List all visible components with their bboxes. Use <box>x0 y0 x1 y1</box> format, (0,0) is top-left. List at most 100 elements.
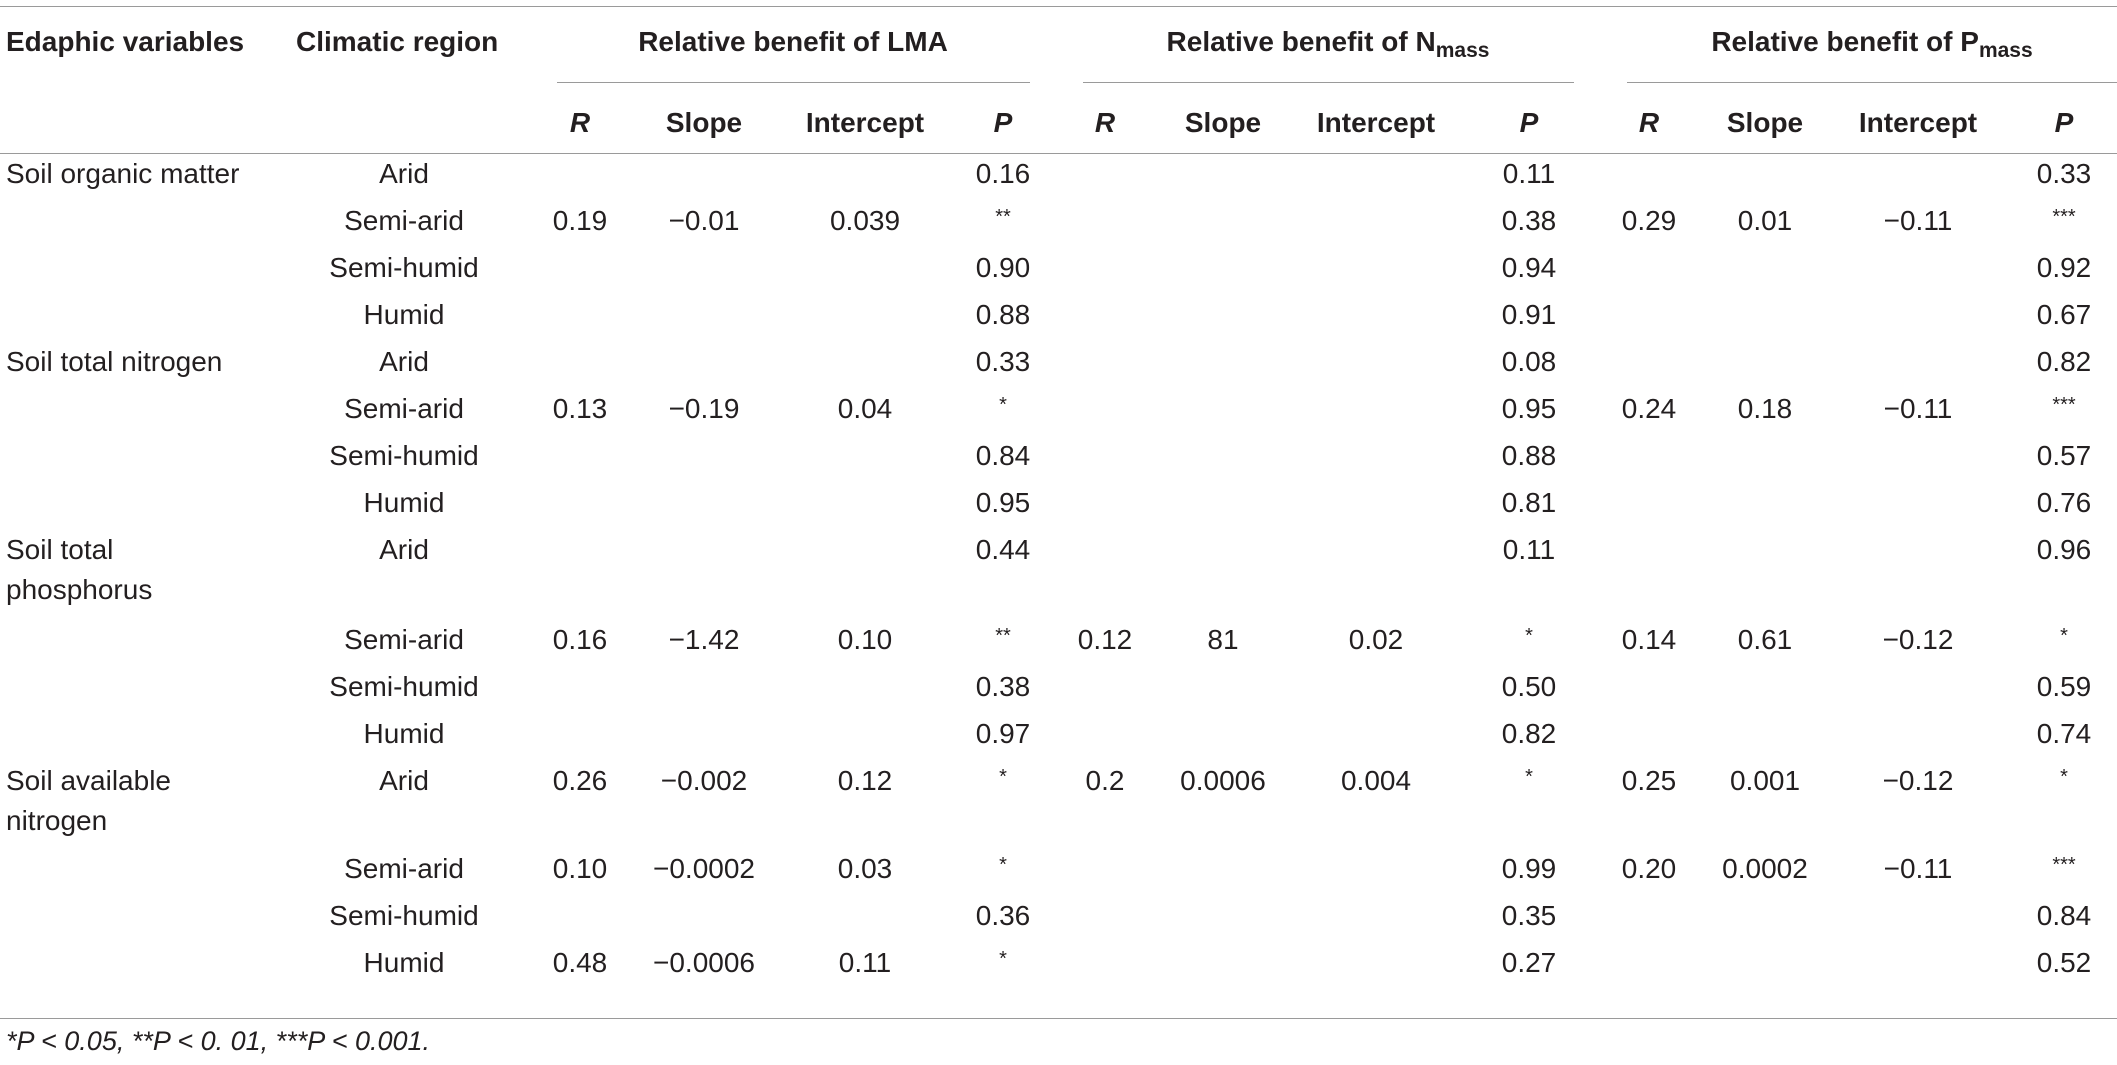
p-p-cell: * <box>2060 766 2068 788</box>
n-p-cell: 0.38 <box>1501 205 1557 236</box>
pmass-group-rule <box>1627 82 2117 83</box>
lma-p-cell: 0.44 <box>975 534 1031 565</box>
lma-r-cell: 0.19 <box>552 205 608 236</box>
p-p-cell: 0.74 <box>2036 718 2092 749</box>
n-slope-cell: 0.0006 <box>1180 765 1266 796</box>
p-p-cell: 0.76 <box>2036 487 2092 518</box>
lma-p-cell: * <box>999 854 1007 876</box>
lma-r-cell: 0.16 <box>552 624 608 655</box>
header-nmass-p: P <box>1519 107 1539 138</box>
lma-p-cell: * <box>999 766 1007 788</box>
p-intercept-cell: −0.11 <box>1883 205 1953 236</box>
p-p-cell: 0.84 <box>2036 900 2092 931</box>
edaphic-variable-name: Soil available <box>6 765 171 796</box>
header-nmass-label: Relative benefit of N <box>1166 26 1436 57</box>
climatic-region-cell: Semi-arid <box>344 624 464 655</box>
n-p-cell: 0.11 <box>1502 158 1556 189</box>
p-r-cell: 0.25 <box>1621 765 1677 796</box>
p-p-cell: *** <box>2052 394 2076 416</box>
lma-p-cell: ** <box>995 206 1011 228</box>
top-rule <box>0 6 2117 7</box>
header-lma-p: P <box>993 107 1013 138</box>
header-pmass-slope: Slope <box>1726 107 1804 138</box>
p-slope-cell: 0.18 <box>1737 393 1793 424</box>
lma-p-cell: 0.97 <box>975 718 1031 749</box>
n-p-cell: 0.82 <box>1501 718 1557 749</box>
p-p-cell: 0.96 <box>2036 534 2092 565</box>
p-slope-cell: 0.01 <box>1737 205 1793 236</box>
lma-r-cell: 0.26 <box>552 765 608 796</box>
lma-p-cell: 0.33 <box>975 346 1031 377</box>
n-p-cell: 0.27 <box>1501 947 1557 978</box>
lma-intercept-cell: 0.04 <box>837 393 893 424</box>
n-intercept-cell: 0.004 <box>1340 765 1412 796</box>
p-intercept-cell: −0.11 <box>1883 393 1953 424</box>
climatic-region-cell: Semi-humid <box>329 440 479 471</box>
lma-slope-cell: −0.002 <box>660 765 748 796</box>
p-intercept-cell: −0.12 <box>1882 624 1954 655</box>
header-pmass-group: Relative benefit of Pmass <box>1711 22 2032 62</box>
lma-r-cell: 0.13 <box>552 393 608 424</box>
p-p-cell: 0.59 <box>2036 671 2092 702</box>
climatic-region-cell: Semi-humid <box>329 900 479 931</box>
header-nmass-subscript: mass <box>1435 39 1490 62</box>
edaphic-variable-name: Soil total nitrogen <box>6 346 223 377</box>
nmass-group-rule <box>1083 82 1574 83</box>
header-lma-r: R <box>569 107 591 138</box>
n-intercept-cell: 0.02 <box>1348 624 1404 655</box>
lma-p-cell: 0.16 <box>975 158 1031 189</box>
p-p-cell: *** <box>2052 206 2076 228</box>
n-p-cell: 0.99 <box>1501 853 1557 884</box>
p-slope-cell: 0.001 <box>1729 765 1801 796</box>
header-nmass-group: Relative benefit of Nmass <box>1167 22 1490 62</box>
p-r-cell: 0.29 <box>1621 205 1677 236</box>
lma-slope-cell: −0.01 <box>668 205 740 236</box>
n-p-cell: 0.81 <box>1501 487 1557 518</box>
lma-slope-cell: −0.0002 <box>653 853 755 884</box>
climatic-region-cell: Humid <box>363 299 445 330</box>
lma-slope-cell: −0.19 <box>668 393 740 424</box>
lma-p-cell: 0.84 <box>975 440 1031 471</box>
n-p-cell: 0.91 <box>1501 299 1557 330</box>
table-footnote: *P < 0.05, **P < 0. 01, ***P < 0.001. <box>6 1026 431 1056</box>
climatic-region-cell: Semi-arid <box>344 393 464 424</box>
p-r-cell: 0.20 <box>1621 853 1677 884</box>
n-p-cell: * <box>1525 625 1533 647</box>
lma-p-cell: 0.88 <box>975 299 1031 330</box>
lma-r-cell: 0.48 <box>552 947 608 978</box>
climatic-region-cell: Arid <box>379 346 429 377</box>
header-nmass-r: R <box>1094 107 1116 138</box>
n-r-cell: 0.12 <box>1077 624 1133 655</box>
header-edaphic-variables: Edaphic variables <box>6 26 245 57</box>
lma-p-cell: * <box>999 948 1007 970</box>
header-pmass-label: Relative benefit of P <box>1711 26 1979 57</box>
p-p-cell: 0.52 <box>2036 947 2092 978</box>
edaphic-variable-name: Soil organic matter <box>6 158 240 189</box>
p-p-cell: *** <box>2052 854 2076 876</box>
header-bottom-rule <box>0 153 2117 154</box>
lma-p-cell: 0.38 <box>975 671 1031 702</box>
n-p-cell: * <box>1525 766 1533 788</box>
lma-p-cell: 0.95 <box>975 487 1031 518</box>
climatic-region-cell: Humid <box>363 718 445 749</box>
climatic-region-cell: Semi-humid <box>329 252 479 283</box>
header-lma-slope: Slope <box>665 107 743 138</box>
p-r-cell: 0.14 <box>1621 624 1677 655</box>
lma-p-cell: ** <box>995 625 1011 647</box>
header-pmass-subscript: mass <box>1978 39 2033 62</box>
n-p-cell: 0.88 <box>1501 440 1557 471</box>
climatic-region-cell: Arid <box>379 765 429 796</box>
lma-intercept-cell: 0.11 <box>838 947 892 978</box>
n-p-cell: 0.50 <box>1501 671 1557 702</box>
lma-intercept-cell: 0.10 <box>837 624 893 655</box>
n-slope-cell: 81 <box>1207 624 1239 655</box>
p-p-cell: 0.82 <box>2036 346 2092 377</box>
lma-group-rule <box>557 82 1030 83</box>
header-pmass-r: R <box>1638 107 1660 138</box>
lma-slope-cell: −0.0006 <box>653 947 755 978</box>
p-p-cell: 0.57 <box>2036 440 2092 471</box>
header-nmass-intercept: Intercept <box>1316 107 1436 138</box>
n-p-cell: 0.08 <box>1501 346 1557 377</box>
lma-r-cell: 0.10 <box>552 853 608 884</box>
